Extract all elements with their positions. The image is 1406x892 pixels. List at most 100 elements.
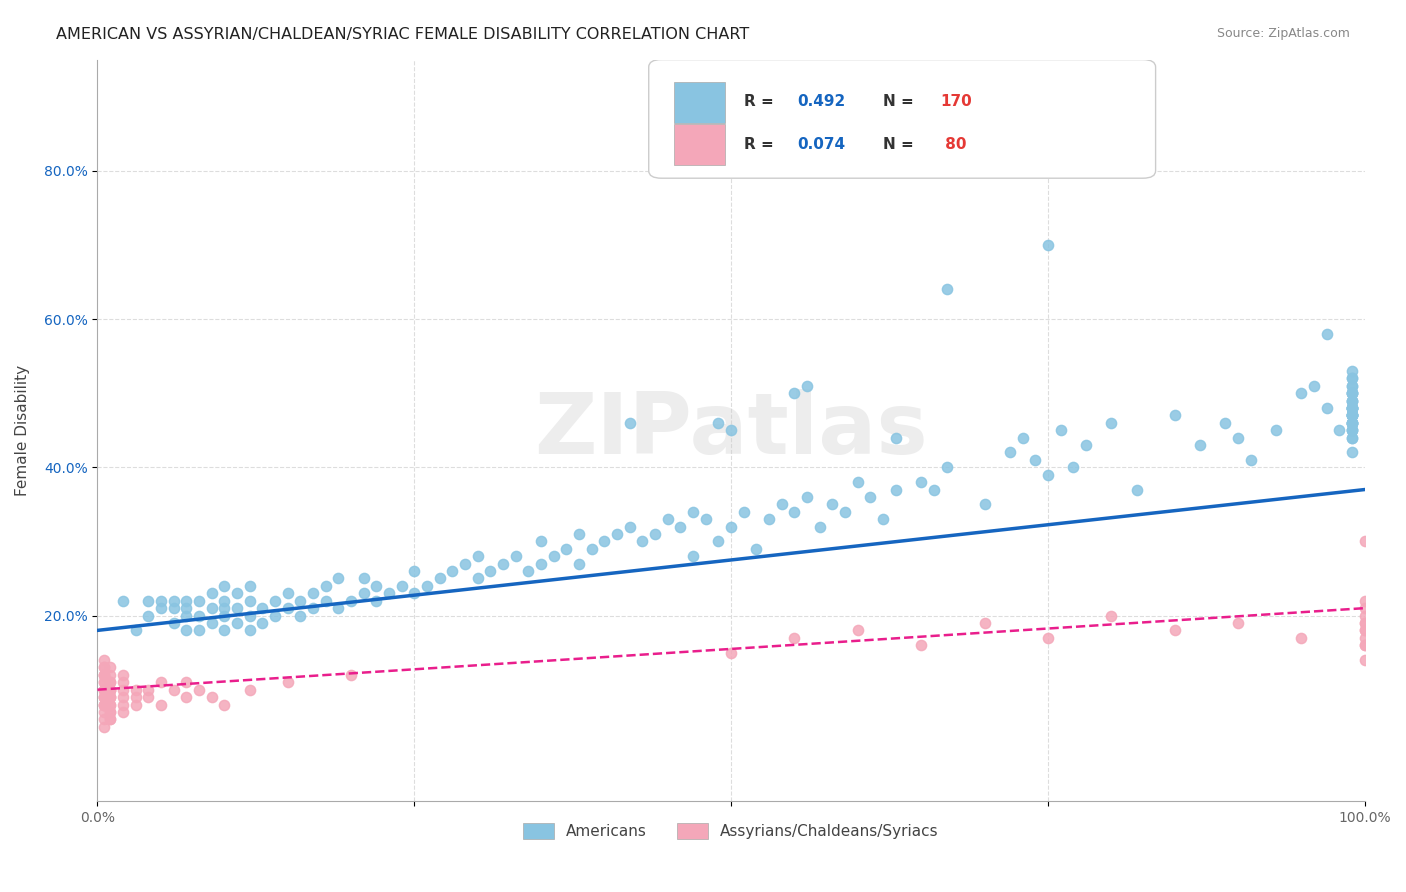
Point [93, 705, 115, 719]
Point [619, 416, 641, 430]
Point [619, 519, 641, 533]
Point [124, 690, 146, 705]
Point [783, 631, 806, 645]
Point [1213, 416, 1236, 430]
Point [884, 483, 907, 497]
Point [187, 682, 209, 697]
Point [1011, 163, 1033, 178]
Point [1341, 378, 1364, 392]
Point [111, 682, 134, 697]
Point [93, 682, 115, 697]
Point [505, 549, 527, 564]
Point [1341, 386, 1364, 401]
Point [1188, 438, 1211, 452]
Text: 0.074: 0.074 [797, 137, 845, 153]
Point [200, 690, 222, 705]
Point [353, 572, 375, 586]
Point [846, 475, 869, 490]
Point [200, 586, 222, 600]
Point [846, 624, 869, 638]
Point [98, 668, 121, 682]
Point [98, 705, 121, 719]
Point [1036, 467, 1059, 482]
Point [581, 541, 603, 556]
Point [720, 423, 742, 437]
Point [212, 593, 235, 607]
Point [93, 668, 115, 682]
Point [98, 682, 121, 697]
Point [98, 675, 121, 690]
Point [212, 698, 235, 712]
Point [1341, 393, 1364, 408]
FancyBboxPatch shape [648, 60, 1156, 178]
Point [252, 615, 274, 630]
Point [174, 624, 197, 638]
Point [264, 608, 287, 623]
Point [1341, 393, 1364, 408]
Point [187, 624, 209, 638]
Point [93, 668, 115, 682]
Legend: Americans, Assyrians/Chaldeans/Syriacs: Americans, Assyrians/Chaldeans/Syriacs [517, 817, 945, 845]
Point [1011, 431, 1033, 445]
Point [340, 668, 363, 682]
Point [174, 675, 197, 690]
Point [1341, 386, 1364, 401]
Point [1163, 624, 1185, 638]
Point [720, 519, 742, 533]
Point [174, 593, 197, 607]
Point [225, 601, 247, 615]
Point [187, 608, 209, 623]
Point [93, 682, 115, 697]
Point [669, 519, 692, 533]
Point [98, 690, 121, 705]
Point [1354, 653, 1376, 667]
Text: Source: ZipAtlas.com: Source: ZipAtlas.com [1216, 27, 1350, 40]
Point [366, 593, 388, 607]
Point [1341, 393, 1364, 408]
Point [695, 512, 717, 526]
Point [1341, 416, 1364, 430]
Point [467, 572, 489, 586]
Point [1341, 431, 1364, 445]
Point [93, 660, 115, 674]
Point [93, 698, 115, 712]
Point [1354, 638, 1376, 652]
Text: ZIPatlas: ZIPatlas [534, 389, 928, 472]
Point [1341, 371, 1364, 385]
Point [631, 534, 654, 549]
Point [238, 608, 260, 623]
Point [149, 675, 172, 690]
Point [378, 586, 401, 600]
Point [187, 593, 209, 607]
Point [568, 527, 591, 541]
Point [1354, 608, 1376, 623]
Point [834, 505, 856, 519]
Point [174, 601, 197, 615]
Point [1354, 615, 1376, 630]
Point [657, 512, 679, 526]
Point [1226, 431, 1249, 445]
Point [973, 615, 995, 630]
Point [124, 698, 146, 712]
Point [441, 564, 464, 578]
Point [93, 675, 115, 690]
Point [136, 690, 159, 705]
Point [479, 564, 502, 578]
Point [353, 586, 375, 600]
Point [93, 653, 115, 667]
Point [416, 579, 439, 593]
Point [1163, 409, 1185, 423]
Point [162, 615, 184, 630]
Point [98, 705, 121, 719]
FancyBboxPatch shape [673, 82, 724, 122]
Point [1354, 593, 1376, 607]
Point [111, 690, 134, 705]
Point [98, 675, 121, 690]
Point [98, 690, 121, 705]
Point [998, 445, 1021, 459]
Point [454, 557, 477, 571]
Text: 0.492: 0.492 [797, 95, 845, 110]
Point [884, 431, 907, 445]
Point [1341, 416, 1364, 430]
Point [277, 675, 299, 690]
